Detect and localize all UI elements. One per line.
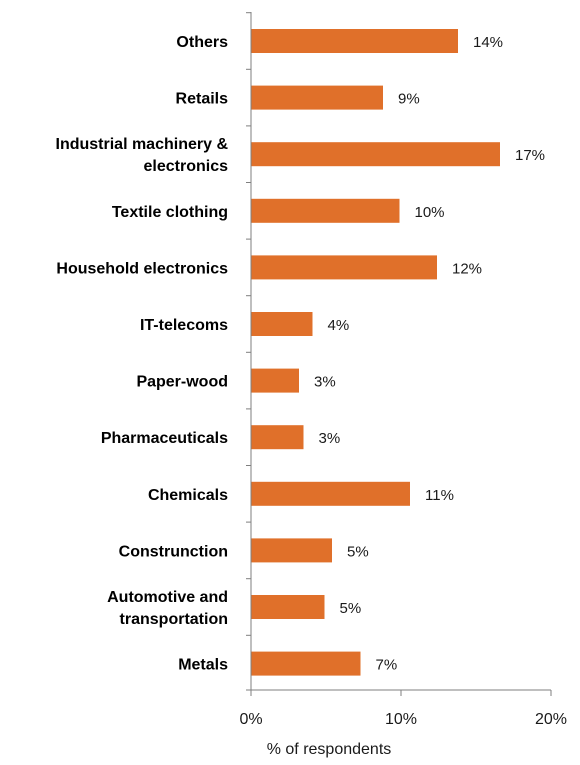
category-labels-group: Others Retails Industrial machinery & elect… [56,34,229,674]
category-label-11: Metals [178,657,228,674]
value-label-8: 11% [425,487,454,504]
category-label-2-line-1: electronics [144,158,229,175]
bar-0 [251,29,458,53]
value-labels-group: 14% 9% 17% 10% 12% 4% 3% 3% 11% 5% 5% 7% [314,34,545,674]
value-label-0: 14% [473,34,503,51]
bar-8 [251,482,410,506]
category-label-1: Retails [176,91,229,108]
x-axis-title: % of respondents [267,741,392,758]
value-label-4: 12% [452,260,482,277]
value-label-7: 3% [319,430,341,447]
bar-1 [251,86,383,110]
category-label-9: Construnction [119,543,228,560]
value-label-9: 5% [347,543,369,560]
value-label-10: 5% [340,600,362,617]
bar-3 [251,199,400,223]
value-label-1: 9% [398,91,420,108]
bar-2 [251,142,500,166]
bars-group [251,29,500,676]
x-tick-label-1: 10% [385,711,417,728]
bar-7 [251,425,304,449]
bar-6 [251,369,299,393]
x-tick-label-0: 0% [239,711,262,728]
bar-10 [251,595,325,619]
bar-11 [251,652,361,676]
category-label-5: IT-telecoms [140,317,228,334]
bar-5 [251,312,313,336]
value-label-11: 7% [376,657,398,674]
bar-4 [251,255,437,279]
category-label-8: Chemicals [148,487,228,504]
value-label-6: 3% [314,374,336,391]
value-label-3: 10% [415,204,445,221]
value-label-2: 17% [515,147,545,164]
category-label-10-line-0: Automotive and [107,589,228,606]
category-label-4: Household electronics [56,260,228,277]
category-label-10-line-1: transportation [120,611,228,628]
x-tick-label-2: 20% [535,711,567,728]
value-label-5: 4% [328,317,350,334]
category-label-7: Pharmaceuticals [101,430,228,447]
category-label-3: Textile clothing [112,204,228,221]
category-label-6: Paper-wood [136,374,228,391]
category-label-0: Others [176,34,228,51]
category-label-2-line-0: Industrial machinery & [56,136,229,153]
bar-9 [251,538,332,562]
